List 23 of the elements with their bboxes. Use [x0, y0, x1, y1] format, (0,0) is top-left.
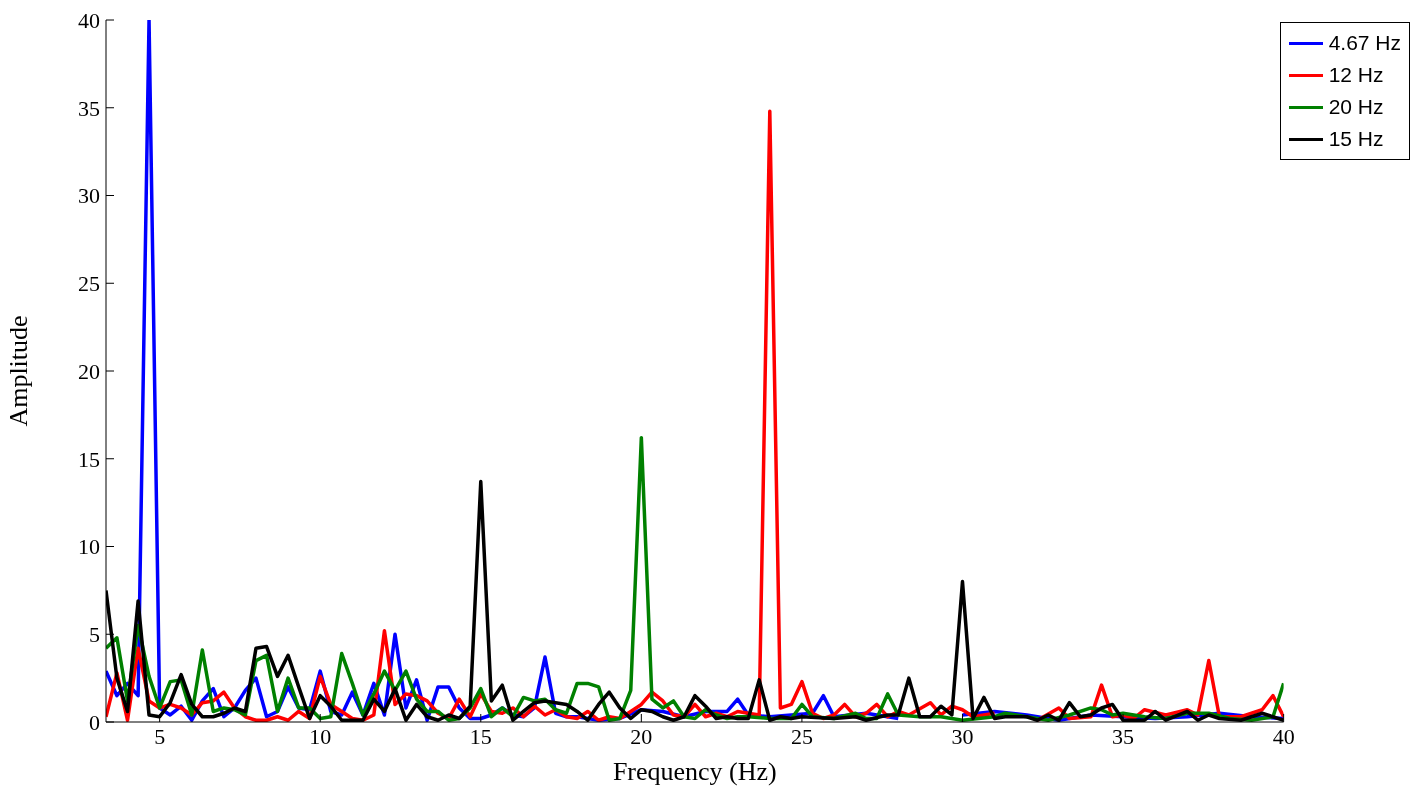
legend-label: 20 Hz [1328, 95, 1384, 119]
legend-label: 15 Hz [1328, 127, 1384, 151]
x-tick-label: 15 [469, 723, 492, 749]
x-tick-label: 35 [1112, 723, 1135, 749]
y-tick-label: 30 [78, 183, 100, 209]
x-tick-label: 40 [1272, 723, 1295, 749]
y-tick-label: 10 [78, 534, 100, 560]
y-tick-label: 40 [78, 7, 100, 33]
y-tick-label: 0 [89, 709, 100, 735]
x-tick-label: 10 [309, 723, 332, 749]
y-tick-label: 20 [78, 358, 100, 384]
x-tick-label: 25 [790, 723, 813, 749]
y-tick-label: 5 [89, 622, 100, 648]
x-tick-label: 5 [154, 723, 166, 749]
y-tick-label: 25 [78, 271, 100, 297]
y-axis-title: Amplitude [4, 315, 34, 427]
y-tick-label: 15 [78, 446, 100, 472]
x-axis-title: Frequency (Hz) [612, 757, 777, 786]
legend-label: 4.67 Hz [1328, 31, 1401, 55]
legend-label: 12 Hz [1328, 63, 1384, 87]
x-tick-label: 30 [951, 723, 974, 749]
x-tick-label: 20 [630, 723, 653, 749]
y-tick-label: 35 [78, 95, 100, 121]
